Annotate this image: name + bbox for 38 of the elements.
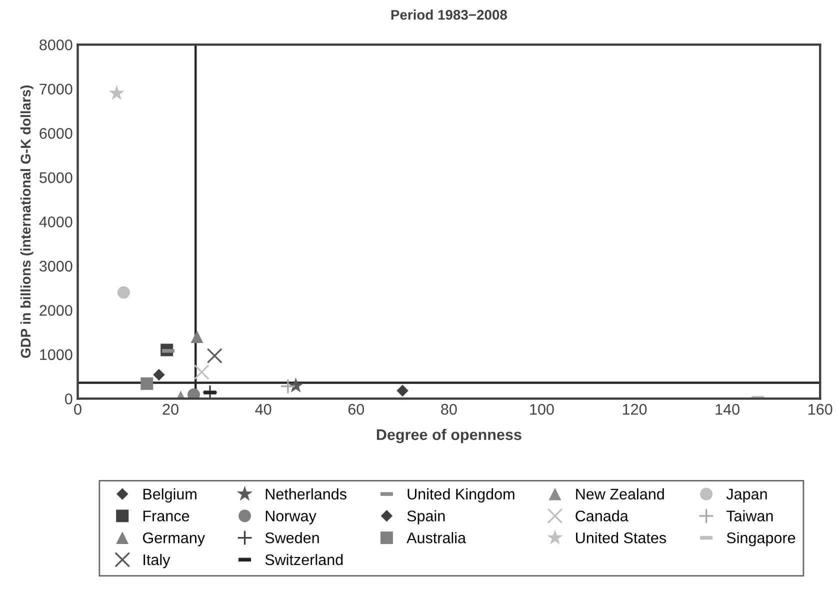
x-tick-label: 160 bbox=[808, 404, 832, 415]
legend-label: Netherlands bbox=[266, 488, 346, 500]
legend-label: Italy bbox=[144, 554, 170, 568]
legend-label: Canada bbox=[576, 510, 628, 522]
x-tick-label: 80 bbox=[441, 404, 457, 415]
y-tick-label: 4000 bbox=[39, 216, 72, 228]
x-tick-label: 20 bbox=[162, 404, 178, 415]
y-tick-label: 6000 bbox=[40, 128, 72, 139]
y-tick-label: 2000 bbox=[40, 305, 72, 316]
legend-label: Spain bbox=[407, 510, 445, 524]
legend-label: Australia bbox=[406, 532, 466, 544]
x-tick-label: 120 bbox=[622, 404, 647, 415]
legend-label: United States bbox=[576, 532, 666, 544]
legend-label: Belgium bbox=[143, 488, 196, 503]
x-tick-label: 140 bbox=[716, 404, 740, 415]
x-axis-title: Degree of openness bbox=[376, 428, 522, 444]
y-tick-label: 7000 bbox=[40, 84, 72, 95]
legend-label: Germany bbox=[142, 532, 206, 546]
legend-label: Japan bbox=[726, 488, 767, 503]
legend-label: Switzerland bbox=[265, 554, 343, 566]
legend-label: Norway bbox=[266, 510, 316, 524]
legend-label: Singapore bbox=[726, 532, 796, 546]
y-tick-label: 8000 bbox=[40, 39, 72, 50]
legend-label: New Zealand bbox=[576, 488, 664, 500]
legend-label: Taiwan bbox=[726, 510, 773, 522]
x-tick-label: 40 bbox=[255, 404, 272, 415]
x-tick-label: 100 bbox=[530, 404, 554, 415]
legend-label: Sweden bbox=[265, 532, 319, 544]
y-axis-title: GDP in billions (international G-K dollars) bbox=[20, 85, 34, 358]
chart-title: Period 1983−2008 bbox=[391, 10, 507, 20]
y-tick-label: 5000 bbox=[40, 172, 72, 184]
legend-label: United Kingdom bbox=[408, 488, 514, 503]
y-tick-label: 3000 bbox=[39, 260, 72, 272]
y-tick-label: 0 bbox=[64, 394, 72, 404]
y-tick-label: 1000 bbox=[40, 349, 72, 360]
legend-label: France bbox=[143, 510, 190, 522]
x-tick-label: 0 bbox=[74, 404, 82, 415]
x-tick-label: 60 bbox=[348, 404, 364, 415]
